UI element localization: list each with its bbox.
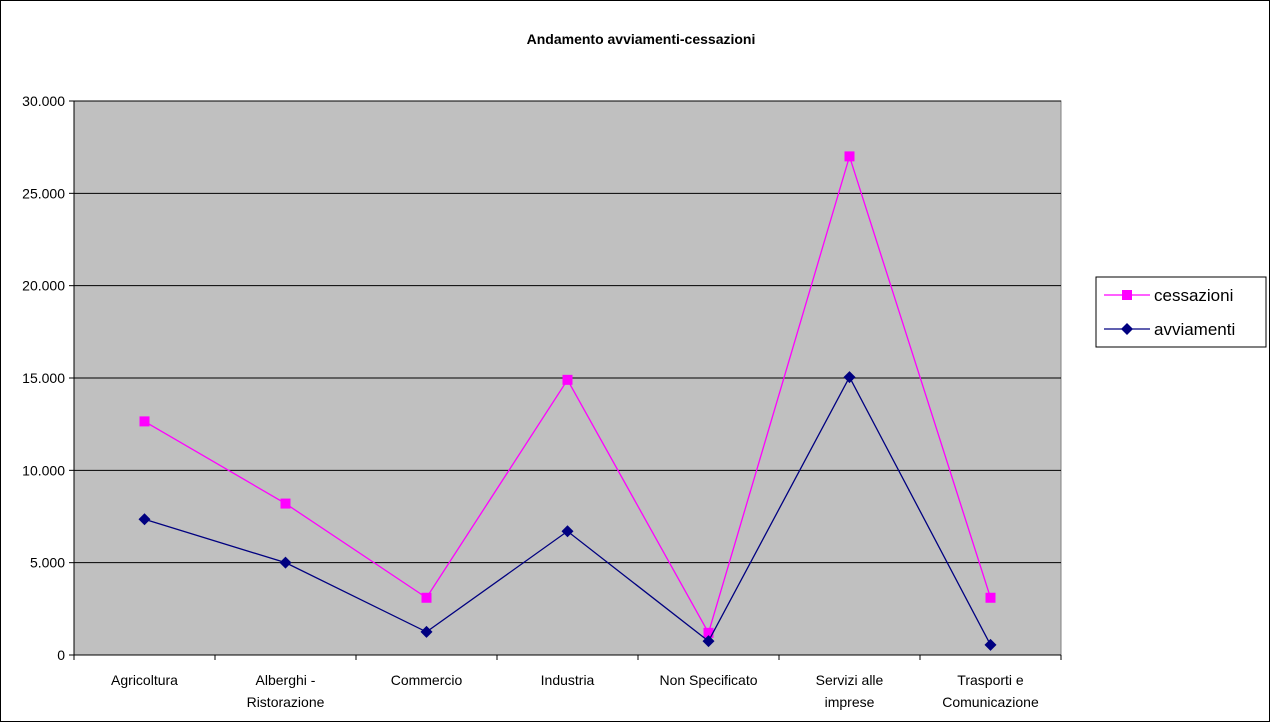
y-tick-label: 20.000 — [22, 278, 65, 294]
y-tick-label: 10.000 — [22, 462, 65, 478]
data-point-diamond — [702, 635, 715, 648]
x-tick-label: Ristorazione — [247, 694, 325, 710]
data-point-diamond — [279, 556, 292, 569]
chart-title: Andamento avviamenti-cessazioni — [527, 31, 756, 47]
data-point-diamond — [1121, 323, 1133, 335]
legend-label: avviamenti — [1154, 320, 1235, 339]
y-tick-label: 0 — [57, 647, 65, 663]
data-point-square — [703, 627, 714, 638]
x-tick-label: Non Specificato — [659, 672, 757, 688]
legend-box — [1095, 276, 1267, 348]
y-tick-label: 5.000 — [30, 555, 65, 571]
x-tick-label: Servizi alle — [816, 672, 884, 688]
x-tick-label: Agricoltura — [111, 672, 178, 688]
x-tick-label: Industria — [541, 672, 595, 688]
y-tick-label: 25.000 — [22, 185, 65, 201]
data-point-square — [1122, 290, 1132, 300]
plot-area: 0 5.000 10.000 15.000 20.000 25.000 30.000 Agri… — [22, 93, 1062, 710]
data-point-diamond — [138, 513, 151, 526]
data-point-diamond — [561, 525, 574, 538]
data-point-square — [421, 592, 432, 603]
x-tick-label: imprese — [825, 694, 875, 710]
legend: cessazioni avviamenti — [1095, 276, 1267, 348]
x-tick-label: Alberghi - — [256, 672, 316, 688]
y-tick-label: 15.000 — [22, 370, 65, 386]
data-point-diamond — [984, 638, 997, 651]
data-point-square — [562, 374, 573, 385]
data-point-square — [139, 416, 150, 427]
data-point-diamond — [843, 371, 856, 384]
x-tick-label: Trasporti e — [957, 672, 1024, 688]
x-tick-label: Commercio — [391, 672, 463, 688]
legend-label: cessazioni — [1154, 286, 1233, 305]
data-point-square — [844, 151, 855, 162]
data-point-diamond — [420, 625, 433, 638]
data-point-square — [280, 498, 291, 509]
y-tick-label: 30.000 — [22, 93, 65, 109]
data-point-square — [985, 592, 996, 603]
x-tick-label: Comunicazione — [942, 694, 1039, 710]
